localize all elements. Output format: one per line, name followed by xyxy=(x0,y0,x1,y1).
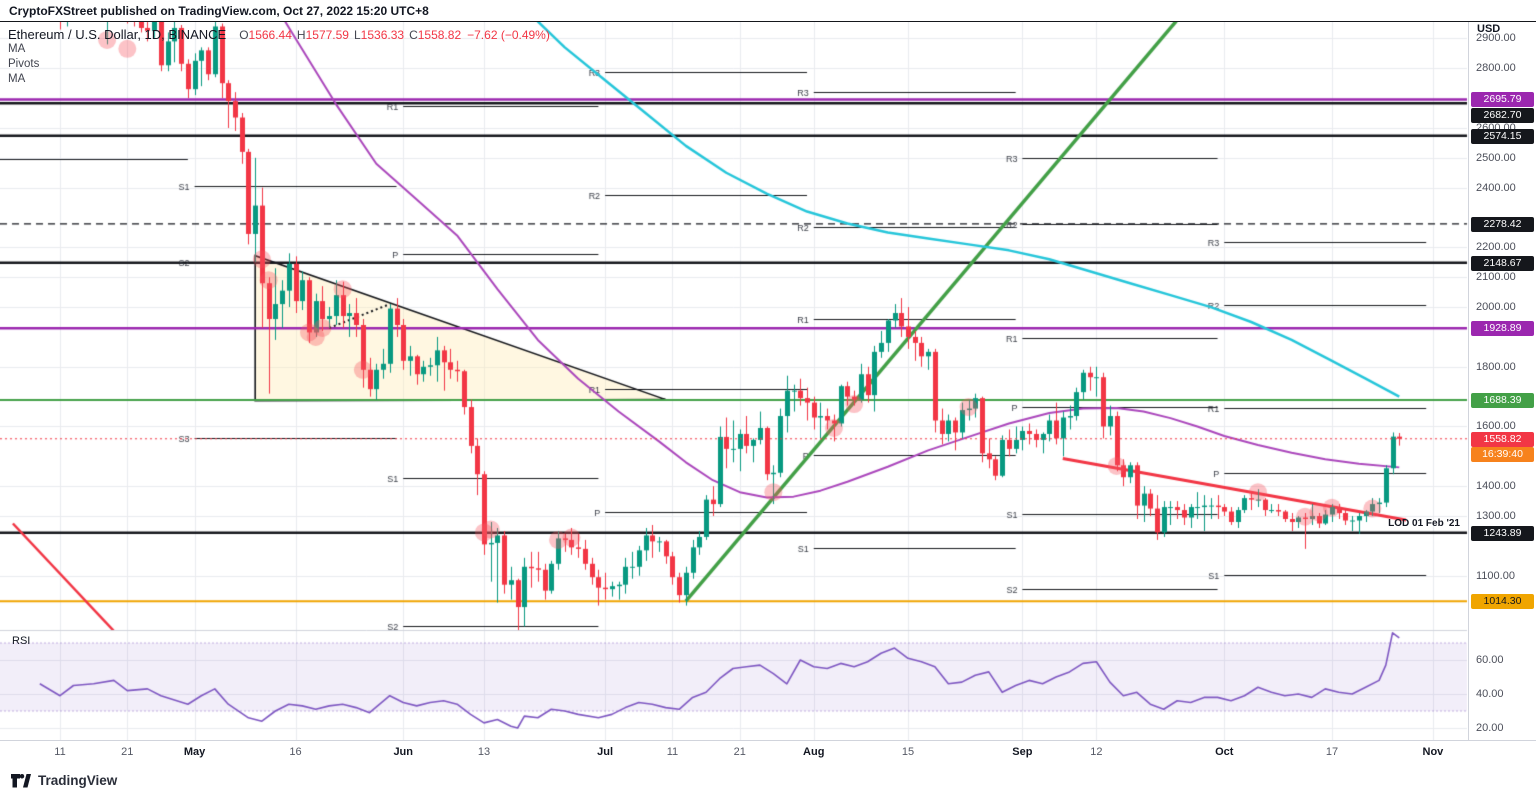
indicator-ma-2[interactable]: MA xyxy=(8,73,26,85)
price-tick: 1400.00 xyxy=(1476,480,1516,493)
time-label-month: Sep xyxy=(1012,746,1033,758)
price-tick: 1300.00 xyxy=(1476,510,1516,523)
price-scale[interactable]: USD 2900.00 2800.00 2600.00 2500.00 2400.00 2… xyxy=(1468,22,1536,740)
current-price-tag: 1558.82 xyxy=(1471,431,1534,447)
price-tick: 1800.00 xyxy=(1476,360,1516,373)
price-level-tag: 1688.39 xyxy=(1471,393,1534,409)
indicator-pivots[interactable]: Pivots xyxy=(8,58,40,70)
legend: Ethereum / U.S. Dollar, 1D, BINANCE O1566… xyxy=(8,27,550,87)
lod-annotation: LOD 01 Feb '21 xyxy=(1388,518,1460,529)
time-label-month: Aug xyxy=(803,746,825,758)
change-value: −7.62 (−0.49%) xyxy=(467,28,550,42)
time-label-day: 13 xyxy=(477,746,491,758)
price-level-tag: 2148.67 xyxy=(1471,255,1534,271)
price-tick: 1100.00 xyxy=(1476,569,1515,582)
currency-label: USD xyxy=(1477,23,1501,35)
price-tick: 2200.00 xyxy=(1476,241,1516,254)
open-label: O xyxy=(239,28,249,42)
price-level-tag: 1014.30 xyxy=(1471,594,1534,610)
price-tick: 2800.00 xyxy=(1476,62,1516,75)
time-label-day: 21 xyxy=(733,746,746,758)
price-tick: 2900.00 xyxy=(1476,32,1516,45)
attribution-text: CryptoFXStreet published on TradingView.… xyxy=(9,3,429,18)
close-value: 1558.82 xyxy=(417,28,462,42)
low-value: 1536.33 xyxy=(360,28,405,42)
symbol-title[interactable]: Ethereum / U.S. Dollar, 1D, BINANCE xyxy=(8,27,227,42)
price-tick: 2000.00 xyxy=(1476,301,1516,314)
chart-canvas[interactable] xyxy=(0,22,1536,765)
time-label-day: 16 xyxy=(289,746,302,758)
time-label-month: Jun xyxy=(393,746,413,758)
price-tick: 60.00 xyxy=(1476,654,1504,666)
price-tick: 2500.00 xyxy=(1476,151,1516,164)
price-tick: 40.00 xyxy=(1476,688,1504,700)
tradingview-logo-icon[interactable] xyxy=(10,771,32,789)
time-label-day: 15 xyxy=(901,746,915,758)
open-value: 1566.44 xyxy=(248,28,292,42)
tradingview-brand[interactable]: TradingView xyxy=(38,772,118,788)
time-label-month: Oct xyxy=(1215,746,1234,758)
bar-countdown-tag: 16:39:40 xyxy=(1471,446,1534,462)
time-label-month: May xyxy=(183,746,206,758)
high-label: H xyxy=(296,28,306,42)
high-value: 1577.59 xyxy=(305,28,349,42)
time-label-day: 11 xyxy=(54,746,66,758)
price-tick: 1600.00 xyxy=(1476,420,1516,433)
time-label-month: Jul xyxy=(597,746,614,758)
time-label-day: 17 xyxy=(1325,746,1339,758)
time-label-day: 11 xyxy=(666,746,679,758)
time-scale[interactable]: 11 21 May 16 Jun 13 Jul 11 21 Aug 15 Sep 12 Oct 17 Nov xyxy=(0,740,1536,766)
price-tick: 2400.00 xyxy=(1476,181,1516,194)
low-label: L xyxy=(353,28,361,42)
time-label-day: 21 xyxy=(121,746,134,758)
attribution-bar: CryptoFXStreet published on TradingView.… xyxy=(0,0,1536,22)
price-level-tag: 2682.70 xyxy=(1471,108,1534,124)
price-level-tag: 2695.79 xyxy=(1471,92,1534,108)
price-level-tag: 1928.89 xyxy=(1471,321,1534,337)
price-level-tag: 2574.15 xyxy=(1471,128,1534,144)
time-label-month: Nov xyxy=(1422,746,1444,758)
close-label: C xyxy=(409,28,418,42)
indicator-ma-1[interactable]: MA xyxy=(8,43,26,55)
chart-area: Ethereum / U.S. Dollar, 1D, BINANCE O1566… xyxy=(0,22,1536,766)
ohlc-values: O1566.44 H1577.59 L1536.33 C1558.82 −7.62 (−… xyxy=(234,28,550,42)
price-level-tag: 1243.89 xyxy=(1471,525,1534,541)
footer-bar: TradingView xyxy=(0,765,1536,794)
price-tick: 20.00 xyxy=(1476,722,1504,734)
time-label-day: 12 xyxy=(1090,746,1103,758)
indicator-rsi[interactable]: RSI xyxy=(12,635,31,647)
price-tick: 2100.00 xyxy=(1476,271,1516,284)
price-level-tag: 2278.42 xyxy=(1471,216,1534,232)
